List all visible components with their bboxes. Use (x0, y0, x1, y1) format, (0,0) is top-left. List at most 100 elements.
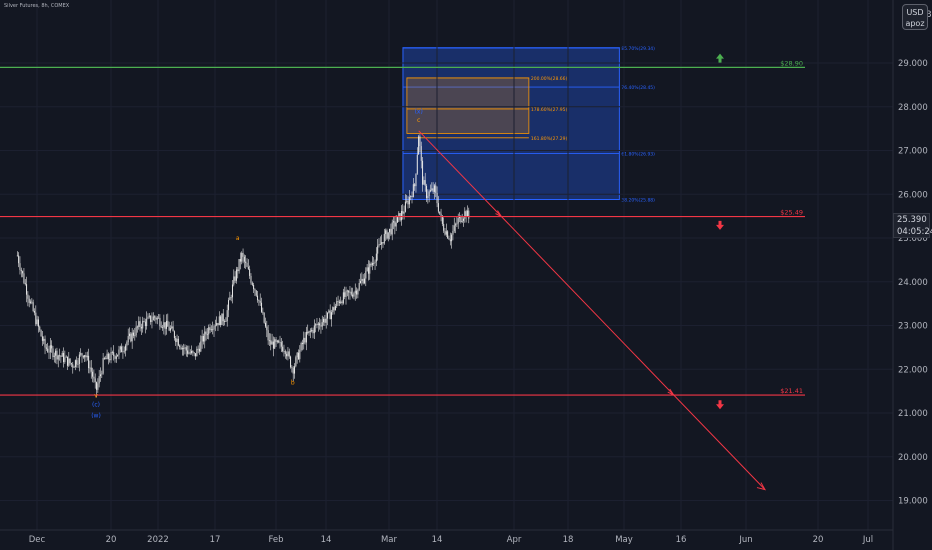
candle-body (433, 185, 435, 192)
candle-body (188, 352, 190, 354)
candle-body (334, 306, 336, 311)
candle-body (452, 230, 454, 235)
wave-label: (w) (91, 412, 101, 419)
fib-extension-label: 178.60%(27.95) (531, 107, 568, 113)
candle-body (135, 326, 137, 336)
candle-body (365, 271, 367, 279)
candle-body (423, 180, 425, 185)
price-level-label: $21.41 (780, 387, 803, 395)
candle-body (270, 340, 272, 345)
candle-body (225, 321, 227, 322)
candle-body (51, 345, 53, 349)
candle-body (97, 383, 99, 390)
candle-body (69, 358, 71, 364)
candle-body (346, 290, 348, 292)
x-tick-label: 20 (813, 535, 824, 545)
candle-body (267, 330, 269, 341)
candle-body (152, 316, 154, 321)
levels-layer: $28.90 $25.49 $21.41 (0, 53, 805, 491)
candle-body (312, 329, 314, 334)
candle-body (299, 350, 301, 360)
candle-body (418, 136, 420, 155)
candle-body (184, 347, 186, 349)
candle-body (76, 360, 78, 365)
candle-body (49, 345, 51, 353)
candle-body (393, 221, 395, 223)
projection-arrowhead (756, 482, 766, 491)
candle-body (179, 345, 181, 347)
candle-body (329, 310, 331, 320)
candle-body (119, 346, 121, 350)
x-tick-label: Feb (268, 535, 283, 545)
y-tick-label: 23.000 (898, 322, 928, 332)
candle-body (249, 269, 251, 276)
candle-body (453, 225, 455, 231)
candle-body (461, 220, 463, 223)
candle-body (61, 352, 63, 357)
candle-body (169, 328, 171, 331)
candle-body (177, 338, 179, 346)
x-tick-label: 16 (676, 535, 687, 545)
candle-body (437, 203, 439, 212)
candle-body (74, 360, 76, 367)
candle-body (53, 355, 55, 358)
candle-body (16, 255, 18, 257)
candle-body (253, 284, 255, 290)
candle-body (429, 190, 431, 192)
candle-body (150, 315, 152, 323)
candle-body (237, 269, 239, 272)
candle-body (222, 313, 224, 322)
candle-body (63, 352, 65, 363)
candle-body (109, 359, 111, 361)
time-axis: Dec 20 2022 17 Feb 14 Mar 14 Apr 18 May 16 Jun 20 Jul (29, 535, 873, 545)
fib-extension-label: 161.80%(27.29) (531, 136, 568, 142)
candle-body (411, 196, 413, 197)
candle-body (140, 326, 142, 329)
candle-body (338, 301, 340, 304)
candle-body (176, 338, 178, 343)
wave-label: (c) (92, 401, 100, 408)
x-tick-label: Apr (507, 535, 522, 545)
last-price-tag: 25.390 04:05:24 (893, 213, 932, 238)
candle-body (352, 294, 354, 297)
candle-body (432, 188, 434, 192)
candle-body (358, 283, 360, 290)
candle-body (197, 348, 199, 350)
x-tick-label: 14 (321, 535, 332, 545)
candle-body (193, 352, 195, 354)
candle-body (361, 278, 363, 281)
projection-line (418, 130, 766, 490)
wave-label: b (291, 380, 295, 387)
candle-body (136, 326, 138, 328)
candle-body (167, 320, 169, 327)
wave-label: v (94, 393, 98, 400)
candle-body (200, 341, 202, 352)
candle-body (315, 324, 317, 326)
candle-body (132, 332, 134, 336)
candle-body (146, 318, 148, 327)
candle-body (82, 355, 84, 358)
candle-body (37, 319, 39, 327)
candle-body (403, 211, 405, 214)
candle-body (332, 307, 334, 313)
candle-body (159, 317, 161, 327)
x-tick-label: May (615, 535, 633, 545)
candles-layer (16, 134, 470, 398)
candle-body (85, 355, 87, 358)
candle-body (242, 252, 244, 257)
currency-selector[interactable]: USD apoz (902, 4, 928, 30)
candle-body (181, 347, 183, 350)
candle-body (311, 329, 313, 332)
candle-body (280, 342, 282, 347)
candle-body (324, 318, 326, 323)
candle-body (428, 191, 430, 197)
candle-body (224, 321, 226, 323)
fibonacci-layer: 85.70%(29.34) 76.40%(28.45) 61.80%(26.93) 3… (402, 46, 655, 204)
x-tick-label: 14 (432, 535, 443, 545)
axis-top-fragment: 30 (926, 10, 932, 20)
candle-body (400, 211, 402, 221)
candle-body (457, 218, 459, 224)
y-tick-label: 27.000 (898, 147, 928, 157)
candle-body (404, 201, 406, 212)
